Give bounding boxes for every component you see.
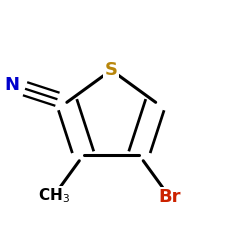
Text: CH$_3$: CH$_3$ [38,186,70,205]
Text: S: S [105,61,118,79]
Text: N: N [4,76,20,94]
Text: Br: Br [159,188,181,206]
